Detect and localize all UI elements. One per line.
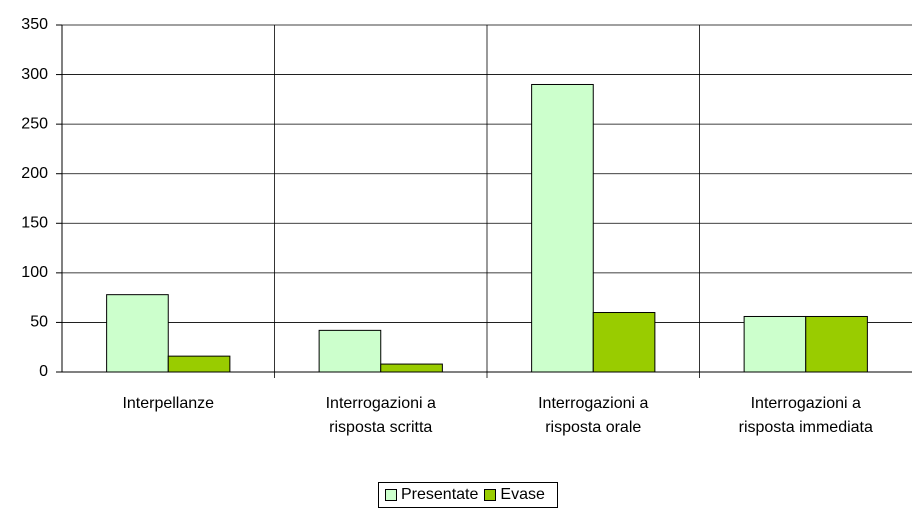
- y-tick-label: 0: [39, 363, 48, 380]
- legend-item: Presentate: [385, 486, 478, 504]
- y-tick-label: 200: [21, 165, 48, 182]
- legend-label: Evase: [500, 486, 545, 503]
- legend-label: Presentate: [401, 486, 479, 503]
- legend-item: Evase: [484, 486, 545, 504]
- bar: [106, 294, 169, 373]
- y-tick-label: 50: [30, 314, 48, 331]
- bar: [743, 315, 807, 373]
- x-tick-label: Interpellanze: [122, 395, 215, 412]
- x-tick-label: Interrogazioni a risposta orale: [538, 395, 649, 436]
- bar: [318, 329, 382, 373]
- y-tick-label: 350: [21, 16, 48, 33]
- x-tick-label: Interrogazioni a risposta scritta: [325, 395, 436, 436]
- y-tick-label: 150: [21, 215, 48, 232]
- bar: [592, 312, 656, 373]
- legend-swatch: [385, 489, 397, 501]
- y-tick-label: 250: [21, 115, 48, 132]
- legend: Presentate Evase: [378, 482, 558, 508]
- x-tick-label: Interrogazioni a risposta immediata: [738, 395, 873, 436]
- y-tick-label: 300: [21, 66, 48, 83]
- bar: [167, 355, 231, 373]
- bar: [531, 83, 594, 373]
- legend-swatch: [484, 489, 497, 501]
- y-tick-label: 100: [21, 264, 48, 281]
- bar: [380, 363, 443, 373]
- bar: [805, 315, 868, 373]
